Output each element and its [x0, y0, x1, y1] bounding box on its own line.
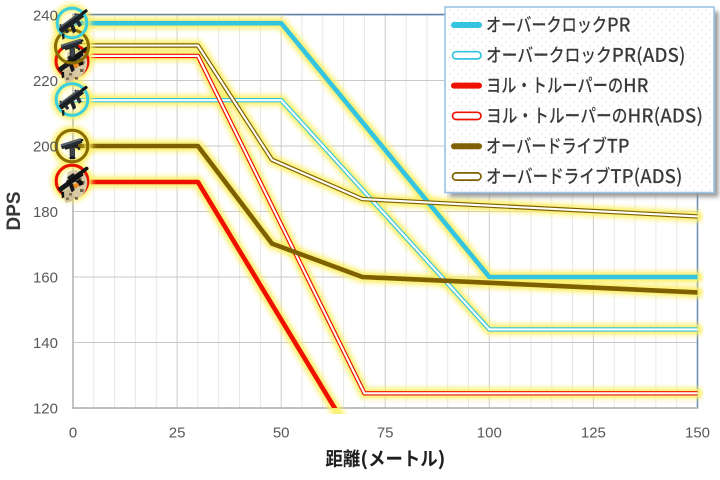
svg-text:0: 0: [69, 425, 77, 442]
svg-text:120: 120: [33, 400, 58, 417]
svg-text:100: 100: [477, 425, 502, 442]
svg-text:220: 220: [33, 73, 58, 90]
svg-text:50: 50: [273, 425, 290, 442]
svg-text:75: 75: [377, 425, 394, 442]
svg-text:150: 150: [685, 425, 710, 442]
svg-text:240: 240: [33, 7, 58, 24]
svg-text:160: 160: [33, 269, 58, 286]
svg-text:25: 25: [169, 425, 186, 442]
svg-text:180: 180: [33, 204, 58, 221]
svg-text:200: 200: [33, 138, 58, 155]
svg-text:125: 125: [581, 425, 606, 442]
svg-text:140: 140: [33, 335, 58, 352]
svg-text:DPS: DPS: [4, 191, 25, 230]
